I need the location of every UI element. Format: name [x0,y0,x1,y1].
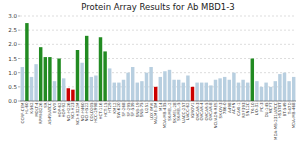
bar [241,80,244,101]
grid-line [20,16,296,17]
bar [172,80,175,101]
bar [264,83,267,101]
bar [260,87,263,101]
bar [191,87,194,101]
bar [145,73,148,101]
bar [182,83,185,101]
bar [39,47,42,101]
bar [195,83,198,101]
bars [21,23,296,101]
bar [186,76,189,102]
bar [25,23,28,101]
bar [140,81,143,101]
grid-line [20,58,296,59]
y-tick-label: 3.0 [8,13,17,19]
bar [177,80,180,101]
bar [85,36,88,101]
bar [283,73,286,101]
grid-line [20,101,296,102]
bar [99,37,102,101]
bar [292,77,295,101]
bar [251,59,254,102]
grid-line [20,44,296,45]
bar [205,83,208,101]
bar [94,76,97,102]
y-tick-label: 2.5 [8,27,17,33]
y-tick-label: 1.5 [8,56,17,62]
bar [48,57,51,101]
chart: Protein Array Results for Ab MBD1-3 0.0 0.… [0,0,300,144]
bar [103,51,106,101]
bar [209,85,212,101]
title: Protein Array Results for Ab MBD1-3 [81,2,234,12]
bar [34,64,37,101]
x-axis [20,101,296,102]
bar [126,73,129,101]
bar [113,83,116,101]
bar [214,80,217,101]
y-tick [18,30,20,31]
y-tick [18,58,20,59]
bar [163,71,166,101]
bar [255,81,258,101]
y-tick [18,16,20,17]
y-tick [18,44,20,45]
bar [44,57,47,101]
bar [159,77,162,101]
bar [232,73,235,101]
bar [53,81,56,101]
y-tick-label: 0.0 [8,98,17,104]
y-tick-label: 0.5 [8,84,17,90]
grid-line [20,86,296,87]
bar [90,77,93,101]
bar [80,63,83,101]
bar [122,80,125,101]
bar [168,70,171,101]
bar [71,90,74,101]
bar [154,87,157,101]
y-tick [18,86,20,87]
x-tick-label: MDA-MB-468 [291,102,296,128]
bar [200,83,203,101]
bar [108,68,111,101]
bar [246,83,249,101]
bar [278,74,281,101]
bar [149,67,152,101]
grid-line [20,30,296,31]
bar [228,80,231,101]
bar [237,83,240,101]
y-tick-label: 1.0 [8,70,17,76]
bar [274,81,277,101]
bar [223,77,226,101]
y-tick-label: 2.0 [8,41,17,47]
bar [57,59,60,102]
bar [136,83,139,101]
bar [269,87,272,101]
bar [76,50,79,101]
bar [62,78,65,101]
bar [218,78,221,101]
bar [21,67,24,101]
y-tick [18,101,20,102]
y-tick [18,72,20,73]
grid-line [20,72,296,73]
bar [30,77,33,101]
bar [67,88,70,101]
bar [287,81,290,101]
bar [117,83,120,101]
bar [131,67,134,101]
